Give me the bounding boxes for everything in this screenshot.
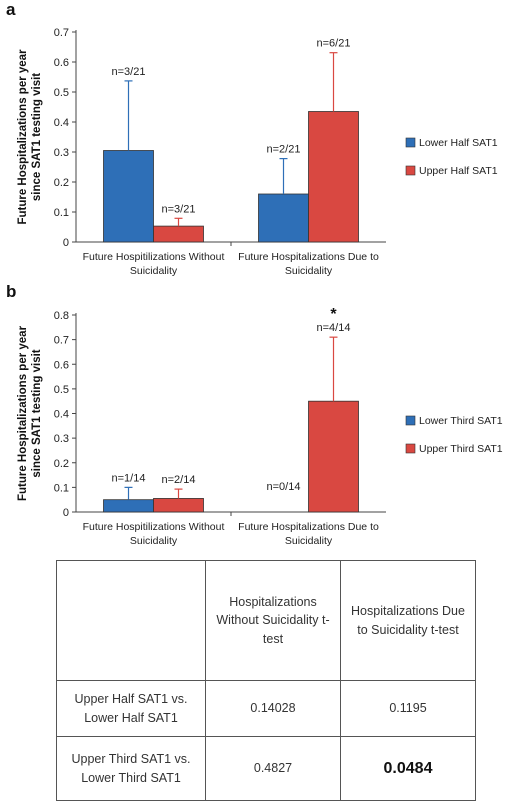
header-text: Hospitalizations Due to Suicidality t-te… xyxy=(351,604,465,637)
chart-a: Future Hospitalizations per year since SA… xyxy=(17,27,498,277)
category-label: Suicidality xyxy=(285,535,333,547)
category-label: Suicidality xyxy=(130,265,178,277)
bar xyxy=(153,498,204,513)
y-tick-label: 0.1 xyxy=(54,482,69,494)
data-label: n=1/14 xyxy=(112,472,146,484)
chart-b: Future Hospitalizations per year since SA… xyxy=(17,306,503,547)
table-header-due: Hospitalizations Due to Suicidality t-te… xyxy=(340,560,476,681)
category-label: Future Hospitalizations Due to xyxy=(238,251,379,263)
y-tick-label: 0.4 xyxy=(54,117,69,129)
t-test-table: Hospitalizations Without Suicidality t-t… xyxy=(56,560,476,801)
category-label: Suicidality xyxy=(130,535,178,547)
table-cell: 0.14028 xyxy=(205,680,341,737)
legend-label: Upper Half SAT1 xyxy=(419,165,498,177)
header-text: Hospitalizations Without Suicidality t-t… xyxy=(216,595,330,646)
row-label: Upper Third SAT1 vs. Lower Third SAT1 xyxy=(56,736,206,801)
data-label: n=6/21 xyxy=(317,38,351,50)
y-axis-title-line: since SAT1 testing visit xyxy=(31,73,43,201)
bar xyxy=(103,150,154,243)
legend-swatch xyxy=(405,415,416,426)
y-tick-label: 0.2 xyxy=(54,177,69,189)
y-tick-label: 0.5 xyxy=(54,384,69,396)
data-label: n=2/21 xyxy=(267,144,301,156)
table-header-empty xyxy=(56,560,206,681)
y-axis-title-line: Future Hospitalizations per year xyxy=(17,325,29,501)
y-tick-label: 0.7 xyxy=(54,27,69,39)
table-cell: 0.4827 xyxy=(205,736,341,801)
data-label: n=3/21 xyxy=(112,66,146,78)
panel-b-label: b xyxy=(6,282,17,301)
y-tick-label: 0.1 xyxy=(54,207,69,219)
row-label: Upper Half SAT1 vs. Lower Half SAT1 xyxy=(56,680,206,737)
legend-label: Lower Half SAT1 xyxy=(419,137,498,149)
data-label: n=4/14 xyxy=(317,322,351,334)
table-header-without: Hospitalizations Without Suicidality t-t… xyxy=(205,560,341,681)
bar xyxy=(103,499,154,513)
data-label: n=0/14 xyxy=(267,481,301,493)
y-tick-label: 0.4 xyxy=(54,409,69,421)
y-tick-label: 0.6 xyxy=(54,359,69,371)
bar xyxy=(308,111,359,243)
y-tick-label: 0 xyxy=(63,237,69,249)
panel-a-label: a xyxy=(6,0,16,19)
y-tick-label: 0.2 xyxy=(54,458,69,470)
category-label: Future Hospitilizations Without xyxy=(83,251,225,263)
bar xyxy=(153,225,204,243)
y-tick-label: 0.6 xyxy=(54,57,69,69)
y-axis-title-line: since SAT1 testing visit xyxy=(31,349,43,477)
bar xyxy=(258,193,309,243)
y-axis-title: Future Hospitalizations per year since SA… xyxy=(17,49,43,225)
table-cell-significant: 0.0484 xyxy=(340,736,476,801)
table-row: Upper Third SAT1 vs. Lower Third SAT1 0.… xyxy=(56,736,476,801)
legend-swatch xyxy=(405,165,416,176)
bar xyxy=(308,400,359,513)
significance-asterisk: * xyxy=(330,306,337,323)
y-axis-title-line: Future Hospitalizations per year xyxy=(17,49,29,225)
y-tick-label: 0.3 xyxy=(54,433,69,445)
y-tick-label: 0.8 xyxy=(54,310,69,322)
table-row: Upper Half SAT1 vs. Lower Half SAT1 0.14… xyxy=(56,680,476,737)
y-axis-title: Future Hospitalizations per year since SA… xyxy=(17,325,43,501)
table-cell: 0.1195 xyxy=(340,680,476,737)
legend-swatch xyxy=(405,137,416,148)
category-label: Future Hospitalizations Due to xyxy=(238,521,379,533)
category-label: Suicidality xyxy=(285,265,333,277)
y-tick-label: 0.3 xyxy=(54,147,69,159)
category-label: Future Hospitilizations Without xyxy=(83,521,225,533)
table-header-row: Hospitalizations Without Suicidality t-t… xyxy=(56,560,476,681)
legend-label: Upper Third SAT1 xyxy=(419,443,503,455)
y-tick-label: 0.5 xyxy=(54,87,69,99)
y-tick-label: 0 xyxy=(63,507,69,519)
data-label: n=3/21 xyxy=(162,203,196,215)
legend-label: Lower Third SAT1 xyxy=(419,415,503,427)
data-label: n=2/14 xyxy=(162,474,196,486)
y-tick-label: 0.7 xyxy=(54,335,69,347)
legend-swatch xyxy=(405,443,416,454)
